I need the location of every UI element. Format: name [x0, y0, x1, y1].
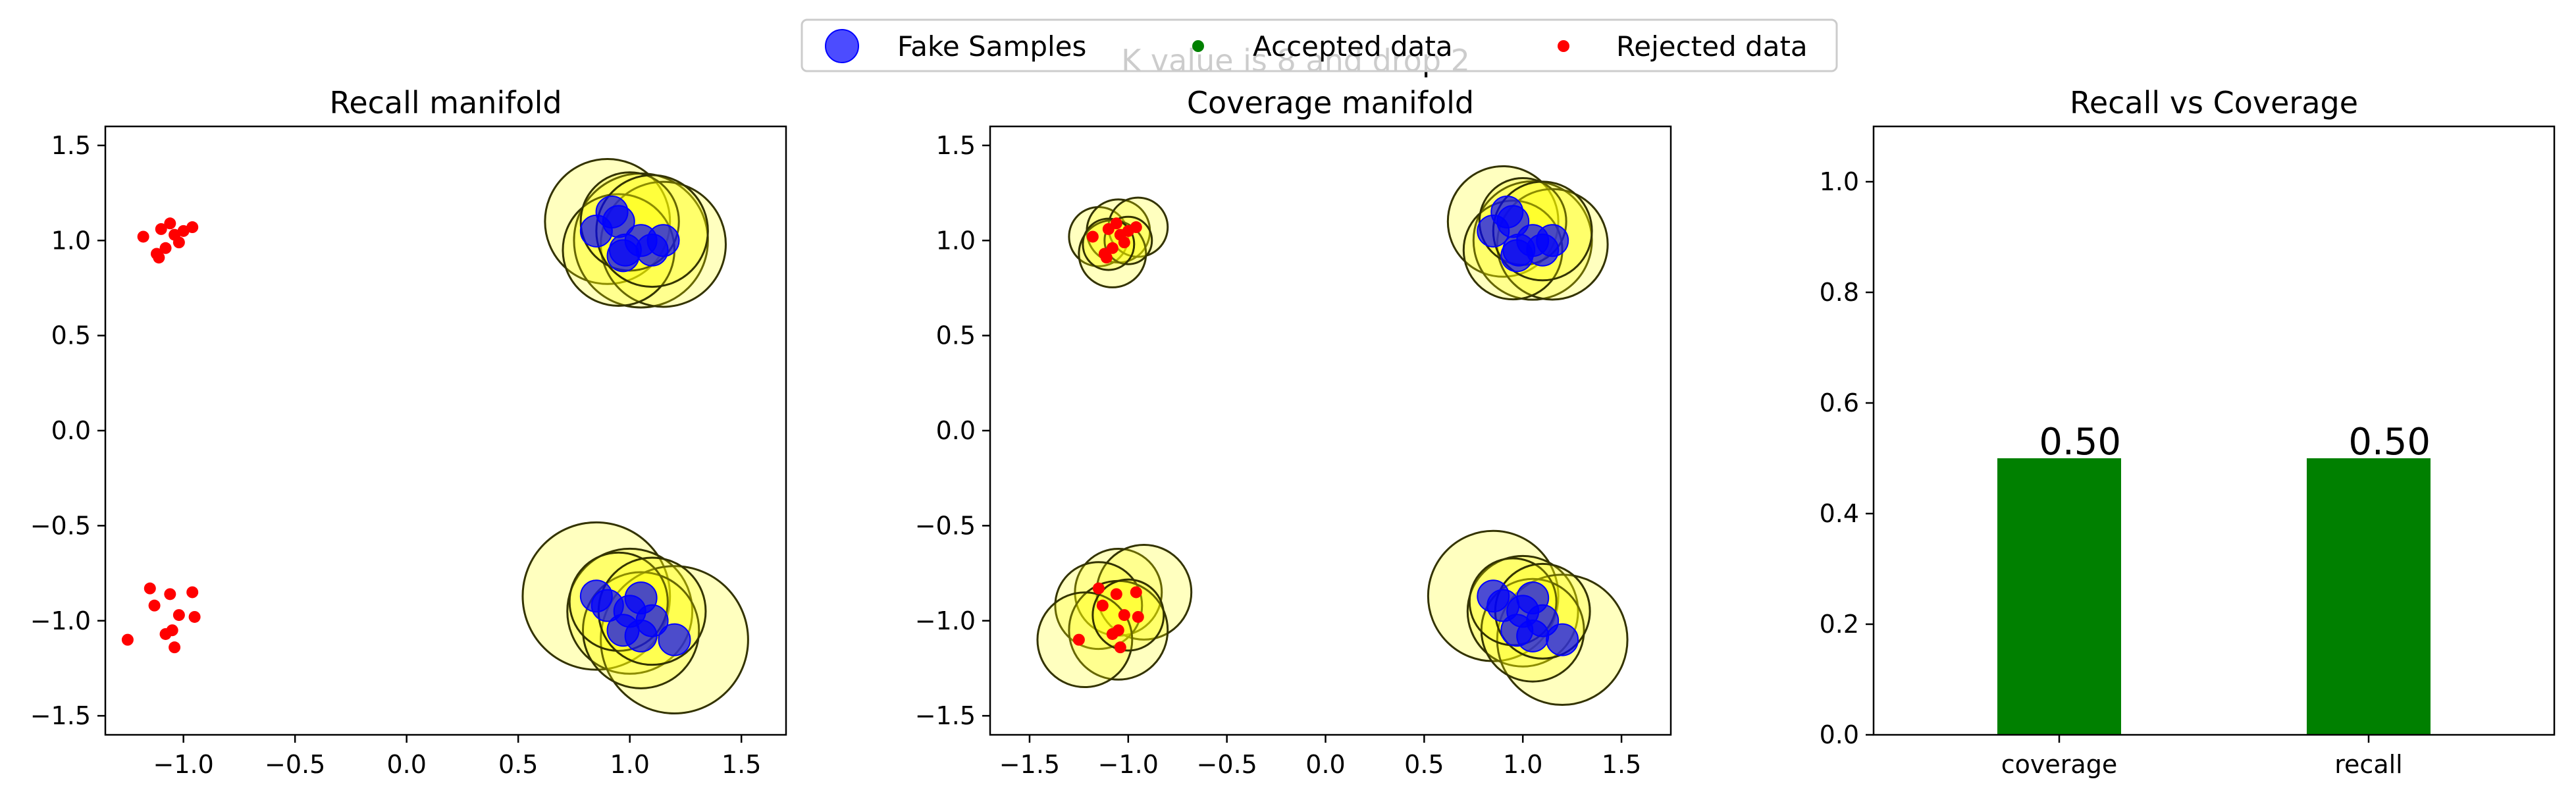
legend-entry-rejected-data: Rejected data: [1558, 30, 1808, 63]
rejected-data-point: [144, 582, 156, 595]
x-tick-label: −0.5: [1197, 750, 1257, 779]
rejected-data-point: [1072, 633, 1085, 646]
x-tick-label: 1.0: [1503, 750, 1542, 779]
axes-title: Recall manifold: [329, 85, 562, 120]
legend-rejected-marker: [1558, 40, 1569, 52]
fake-sample-point: [1516, 619, 1550, 653]
rejected-data-point: [159, 627, 172, 640]
y-tick-label: −1.5: [30, 701, 91, 730]
recall-manifold-panel: −1.0 −0.5 0.0 0.5 1.0 1.5 −1.5 −1.0 −0.5 0.0 0.5 1.…: [30, 85, 787, 779]
rejected-data-point: [1096, 599, 1109, 612]
fake-sample-point: [606, 239, 640, 273]
legend-frame: [801, 18, 1838, 72]
x-tick-label: −1.0: [153, 750, 214, 779]
y-tick-label: 0.6: [1820, 388, 1859, 417]
y-tick-label: 0.2: [1820, 610, 1859, 639]
bar-value-label: 0.50: [2348, 421, 2431, 464]
y-tick-label: 1.5: [936, 131, 976, 160]
legend-accepted-marker: [1192, 40, 1204, 52]
y-tick-label: 0.8: [1820, 278, 1859, 307]
legend-fake-marker: [825, 29, 859, 63]
rejected-data-point: [186, 221, 199, 234]
y-tick-label: 1.0: [936, 226, 976, 255]
y-tick-label: −0.5: [30, 511, 91, 540]
legend-entry-fake-samples: Fake Samples: [825, 29, 1086, 63]
axes-title: Recall vs Coverage: [2070, 85, 2358, 120]
y-tick-label: 0.0: [1820, 720, 1859, 749]
rejected-data-point: [1118, 609, 1130, 622]
coverage-manifold-panel: −1.5 −1.0 −0.5 0.0 0.5 1.0 1.5 −1.5 −1.0 −0.5 0.0 0…: [915, 85, 1672, 779]
axes-title: Coverage manifold: [1187, 85, 1474, 120]
rejected-data-point: [1086, 230, 1099, 243]
y-tick-label: 0.0: [936, 416, 976, 445]
y-tick-label: −1.0: [915, 606, 976, 635]
y-tick-label: 1.0: [1820, 167, 1859, 196]
x-tick-label: 0.0: [1305, 750, 1345, 779]
rejected-data-point: [148, 599, 161, 612]
fake-sample-point: [624, 619, 658, 653]
rejected-data-point: [1114, 228, 1126, 241]
bar-value-label: 0.50: [2039, 421, 2121, 464]
y-tick-label: 0.5: [51, 321, 91, 350]
rejected-data-point: [1114, 641, 1126, 654]
fake-sample-point: [1536, 224, 1569, 257]
fake-sample-point: [658, 623, 691, 656]
fake-sample-point: [646, 224, 680, 257]
rejected-data-point: [186, 586, 199, 599]
rejected-data-point: [169, 641, 181, 654]
legend: Fake Samples Accepted data Rejected data: [801, 18, 1838, 72]
rejected-data-point: [159, 242, 172, 254]
rejected-data-point: [177, 225, 190, 237]
plot-area: [1036, 165, 1629, 707]
legend-fake-label: Fake Samples: [897, 30, 1086, 63]
x-tick-label: −1.0: [1098, 750, 1159, 779]
y-tick-label: −1.5: [915, 701, 976, 730]
rejected-data-point: [1130, 586, 1142, 599]
x-tick-label: 0.5: [1404, 750, 1444, 779]
recall-vs-coverage-panel: 0.50 coverage 0.50 recall 0.0 0.2 0.4 0.6 0.8 1.0…: [1820, 85, 2556, 779]
x-tick-label: 1.5: [722, 750, 761, 779]
x-tick-label: coverage: [2001, 750, 2117, 779]
rejected-data-point: [1110, 588, 1122, 600]
rejected-data-point: [172, 609, 185, 622]
rejected-data-point: [1092, 582, 1105, 595]
fake-sample-point: [1546, 623, 1579, 656]
x-tick-label: 0.0: [386, 750, 426, 779]
rejected-data-point: [164, 217, 176, 230]
legend-accepted-label: Accepted data: [1253, 30, 1453, 63]
rejected-data-point: [121, 633, 134, 646]
y-tick-label: 0.0: [51, 416, 91, 445]
rejected-data-point: [137, 230, 149, 243]
rejected-data-point: [1100, 252, 1113, 264]
rejected-data-point: [1106, 627, 1118, 640]
x-tick-label: 1.0: [610, 750, 649, 779]
plot-area: [121, 157, 749, 715]
bar-coverage: [1997, 458, 2121, 735]
x-tick-label: −1.5: [999, 750, 1060, 779]
x-tick-label: recall: [2334, 750, 2402, 779]
rejected-data-point: [169, 228, 181, 241]
x-tick-label: −0.5: [265, 750, 325, 779]
rejected-data-point: [1130, 221, 1142, 234]
y-tick-label: −1.0: [30, 606, 91, 635]
y-tick-label: 1.0: [51, 226, 91, 255]
rejected-data-point: [1132, 610, 1144, 623]
bar-recall: [2307, 458, 2431, 735]
y-tick-label: 0.5: [936, 321, 976, 350]
axes-frame: [1872, 125, 2556, 736]
x-tick-label: 1.5: [1602, 750, 1641, 779]
legend-entry-accepted-data: Accepted data: [1192, 30, 1453, 63]
rejected-data-point: [164, 588, 176, 600]
x-tick-label: 0.5: [498, 750, 538, 779]
rejected-data-point: [153, 252, 165, 264]
y-tick-label: −0.5: [915, 511, 976, 540]
rejected-data-point: [155, 223, 167, 235]
y-tick-label: 1.5: [51, 131, 91, 160]
rejected-data-point: [1110, 217, 1122, 230]
legend-rejected-label: Rejected data: [1616, 30, 1808, 63]
rejected-data-point: [188, 610, 201, 623]
y-tick-label: 0.4: [1820, 499, 1859, 528]
fake-sample-point: [1500, 239, 1534, 273]
